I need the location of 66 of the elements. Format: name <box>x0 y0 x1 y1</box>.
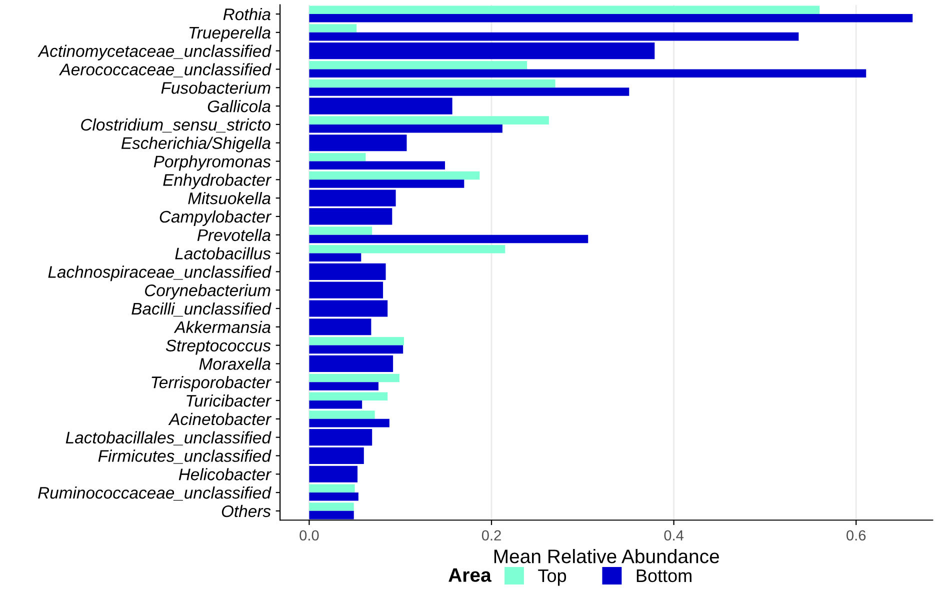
y-tick-label: Clostridium_sensu_stricto <box>81 118 270 133</box>
y-tick-label: Actinomycetaceae_unclassified <box>38 44 272 60</box>
y-tick-label: Firmicutes_unclassified <box>98 450 272 464</box>
bar <box>309 161 446 170</box>
y-tick-label: Moraxella <box>199 358 270 370</box>
x-tick-label: 0.4 <box>664 530 684 541</box>
y-tick-label: Others <box>222 504 271 518</box>
x-tick-label: 0.2 <box>482 530 501 541</box>
y-tick-label: Escherichia/Shigella <box>121 136 270 152</box>
bar <box>309 69 866 78</box>
x-axis-title: Mean Relative Abundance <box>494 549 719 564</box>
bar <box>309 492 358 501</box>
bar <box>309 234 588 244</box>
y-tick-label: Enhydrobacter <box>163 174 272 190</box>
y-tick-label: Terrisporobacter <box>152 376 272 392</box>
y-tick-label: Acinetobacter <box>168 412 272 426</box>
y-tick-label: Corynebacterium <box>145 284 270 300</box>
y-tick-label: Campylobacter <box>160 210 272 226</box>
bar <box>309 345 404 354</box>
bar <box>309 337 404 346</box>
bar <box>309 24 357 32</box>
bar <box>309 180 464 188</box>
bar <box>309 253 362 262</box>
y-tick-label: Fusobacterium <box>161 82 270 94</box>
y-tick-label: Helicobacter <box>178 468 272 480</box>
x-tick-label: 0.0 <box>300 530 319 541</box>
y-tick-label: Lactobacillales_unclassified <box>66 431 272 446</box>
bar <box>309 226 372 235</box>
bar <box>309 79 556 88</box>
y-tick-label: Gallicola <box>208 100 270 112</box>
legend-label: Top <box>538 570 566 586</box>
y-tick-label: Turicibacter <box>186 394 272 407</box>
bar <box>309 374 400 382</box>
bar <box>309 88 630 96</box>
y-tick-label: Aerococcaceae_unclassified <box>58 63 272 78</box>
y-tick-label: Lactobacillus <box>175 247 271 260</box>
y-tick-label: Streptococcus <box>166 340 271 355</box>
y-tick-label: Ruminococcaceae_unclassified <box>38 486 272 501</box>
legend-title: Area <box>448 568 492 582</box>
bar <box>309 6 820 14</box>
bar <box>309 171 480 180</box>
bar <box>309 60 528 70</box>
y-tick-label: Akkermansia <box>174 320 270 334</box>
bar <box>309 116 549 124</box>
y-tick-label: Porphyromonas <box>154 155 271 171</box>
bar <box>309 510 354 520</box>
x-tick-label: 0.6 <box>846 530 866 541</box>
bar <box>309 14 913 22</box>
y-tick-label: Bacilli_unclassified <box>132 302 272 317</box>
bar <box>309 410 375 419</box>
bar <box>309 502 354 511</box>
bar <box>309 382 378 390</box>
bar <box>309 32 799 41</box>
bar <box>309 484 355 493</box>
bar <box>309 124 502 133</box>
y-tick-label: Rothia <box>223 8 270 20</box>
legend-label: Bottom <box>636 570 692 582</box>
y-tick-label: Prevotella <box>197 228 270 242</box>
bar <box>309 418 390 428</box>
bar <box>309 244 506 254</box>
y-tick-label: Trueperella <box>189 26 270 42</box>
y-tick-label: Mitsuokella <box>188 192 270 204</box>
y-tick-label: Lachnospiraceae_unclassified <box>48 266 272 282</box>
bar <box>309 392 388 400</box>
bar <box>309 152 366 162</box>
bar <box>309 400 362 409</box>
